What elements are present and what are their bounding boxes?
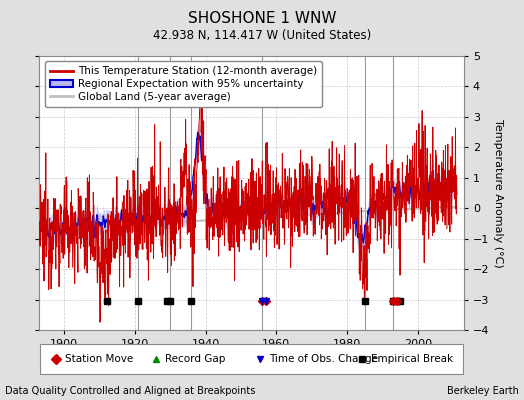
Legend: This Temperature Station (12-month average), Regional Expectation with 95% uncer: This Temperature Station (12-month avera… [45,61,322,107]
FancyBboxPatch shape [40,344,463,374]
Text: Berkeley Earth: Berkeley Earth [447,386,519,396]
Text: 42.938 N, 114.417 W (United States): 42.938 N, 114.417 W (United States) [153,29,371,42]
Text: Station Move: Station Move [65,354,133,364]
Y-axis label: Temperature Anomaly (°C): Temperature Anomaly (°C) [493,119,503,267]
Text: Record Gap: Record Gap [165,354,225,364]
Text: Data Quality Controlled and Aligned at Breakpoints: Data Quality Controlled and Aligned at B… [5,386,256,396]
Text: Time of Obs. Change: Time of Obs. Change [269,354,378,364]
Text: SHOSHONE 1 WNW: SHOSHONE 1 WNW [188,11,336,26]
Text: Empirical Break: Empirical Break [371,354,453,364]
